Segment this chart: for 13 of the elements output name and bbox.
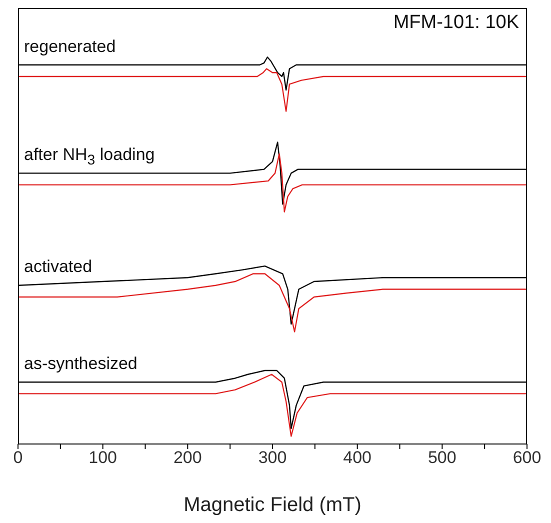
annotation: activated — [24, 257, 92, 278]
x-tick-label: 200 — [173, 448, 202, 468]
x-axis-title: Magnetic Field (mT) — [184, 494, 362, 516]
x-tick-label: 100 — [88, 448, 118, 468]
annotation: after NH$_{3}$ loading — [24, 145, 155, 169]
annotation: as-synthesized — [24, 354, 138, 374]
text: regenerated — [24, 36, 116, 57]
x-tick-label: 300 — [258, 448, 287, 468]
x-tick-label: 0 — [13, 448, 23, 468]
chart-title: MFM-101: 10K — [393, 12, 519, 34]
x-tick-label: 500 — [428, 448, 456, 468]
x-tick-label: 400 — [343, 448, 372, 468]
x-tick-label: 600 — [512, 448, 542, 468]
